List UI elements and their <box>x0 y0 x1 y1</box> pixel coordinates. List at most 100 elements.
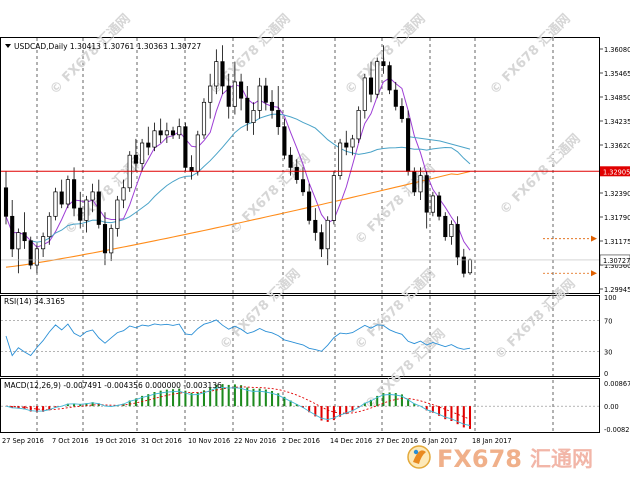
candle-bear <box>307 191 312 221</box>
date-tick-label: 14 Dec 2016 <box>330 437 372 445</box>
candle-bull <box>375 61 380 95</box>
candle-bull <box>251 110 256 123</box>
candle-bear <box>226 85 231 107</box>
candle-bear <box>72 179 77 209</box>
candle-bull <box>195 134 200 172</box>
candle-bear <box>96 191 101 225</box>
macd-tick-label: -0.008251 <box>604 426 630 434</box>
candle-bear <box>300 179 306 193</box>
candle-bear <box>412 171 417 193</box>
date-tick-label: 27 Dec 2016 <box>376 437 418 445</box>
candle-bull <box>214 61 219 87</box>
candle-bull <box>430 195 435 213</box>
candle-bull <box>350 138 355 148</box>
date-tick-label: 31 Oct 2016 <box>141 437 182 445</box>
current-price-tag <box>599 254 630 266</box>
rsi-tick-label: 100 <box>604 294 617 302</box>
rsi-pane-frame <box>0 295 600 377</box>
price-tick-label: 1.35465 <box>604 70 630 78</box>
macd-tick-label: 0.00 <box>604 403 619 411</box>
candle-bear <box>28 240 33 266</box>
candle-bull <box>65 179 70 205</box>
candle-bull <box>164 130 169 136</box>
candle-bear <box>294 167 299 180</box>
candle-bear <box>313 219 318 233</box>
candle-bear <box>3 187 9 217</box>
candle-bull <box>356 110 361 140</box>
candle-bull <box>47 215 52 238</box>
candle-bull <box>208 85 213 103</box>
candle-bear <box>387 65 392 91</box>
price-tick-label: 1.30560 <box>604 262 630 270</box>
candle-bear <box>276 110 281 128</box>
date-tick-label: 22 Nov 2016 <box>234 437 276 445</box>
date-tick-label: 19 Oct 2016 <box>95 437 136 445</box>
macd-indicator <box>5 384 472 429</box>
red-price-tag-label: 1.32905 <box>603 168 630 176</box>
rsi-tick-label: 30 <box>604 349 612 357</box>
rsi-line <box>5 319 471 357</box>
candle-bear <box>239 81 244 99</box>
candle-bear <box>22 232 27 242</box>
red-price-tag <box>600 166 630 177</box>
candle-bull <box>201 101 207 136</box>
arrow-head-icon <box>591 270 597 277</box>
price-tick-label: 1.34850 <box>604 94 630 102</box>
rsi-tick-label: 0 <box>604 370 608 378</box>
ma-mid-line <box>30 113 471 243</box>
price-tick-label: 1.34235 <box>604 118 630 126</box>
candle-bear <box>455 224 460 258</box>
arrow-head-icon <box>591 235 597 242</box>
candle-bear <box>437 195 442 217</box>
svg-text:FX678: FX678 <box>437 445 522 473</box>
date-tick-label: 27 Sep 2016 <box>2 437 44 445</box>
price-tick-label: 1.31790 <box>604 214 630 222</box>
candle-bull <box>338 142 343 176</box>
price-tick-label: 1.33620 <box>604 142 630 150</box>
date-tick-label: 6 Jan 2017 <box>422 437 457 445</box>
candle-bull <box>41 236 46 250</box>
date-tick-label: 10 Nov 2016 <box>188 437 230 445</box>
candle-bull <box>331 175 336 221</box>
candle-bear <box>399 106 404 119</box>
moving-averages <box>5 77 471 268</box>
ma-fast-line <box>5 77 471 251</box>
candle-bear <box>368 77 374 95</box>
date-tick-label: 7 Oct 2016 <box>52 437 89 445</box>
candle-bull <box>257 85 262 111</box>
candle-bull <box>90 191 95 201</box>
candle-bull <box>177 126 182 136</box>
candle-bear <box>406 118 411 172</box>
macd-signal-line <box>5 386 471 420</box>
macd-tick-label: 0.008675 <box>604 380 630 388</box>
candle-bear <box>282 126 287 156</box>
level-lines <box>1 170 599 277</box>
price-tick-label: 1.29945 <box>604 286 630 294</box>
candle-bear <box>461 256 466 274</box>
candle-bull <box>34 248 39 266</box>
symbol-header: USDCAD,Daily 1.30413 1.30761 1.30363 1.3… <box>14 42 201 51</box>
current-price-tag-label: 1.30727 <box>603 257 630 265</box>
macd-label: MACD(12,26,9) -0.007491 -0.004356 0.0000… <box>4 381 222 390</box>
candle-bear <box>245 97 250 123</box>
candle-bear <box>146 142 151 148</box>
date-tick-label: 2 Dec 2016 <box>282 437 320 445</box>
candle-bull <box>325 219 330 250</box>
candle-bear <box>59 191 64 205</box>
triangle-down-icon[interactable] <box>5 44 11 48</box>
svg-text:汇通网: 汇通网 <box>530 447 593 471</box>
candle-bear <box>263 85 268 103</box>
candle-bear <box>170 130 176 136</box>
candle-bear <box>424 175 429 213</box>
candle-bear <box>183 126 188 168</box>
candle-bear <box>269 101 275 111</box>
candle-bull <box>84 199 89 221</box>
candle-bear <box>10 215 15 250</box>
candle-bull <box>232 81 237 107</box>
price-pane-frame <box>0 37 600 294</box>
candle-bull <box>53 191 58 217</box>
date-tick-label: 18 Jan 2017 <box>472 437 512 445</box>
candle-bull <box>362 77 367 111</box>
